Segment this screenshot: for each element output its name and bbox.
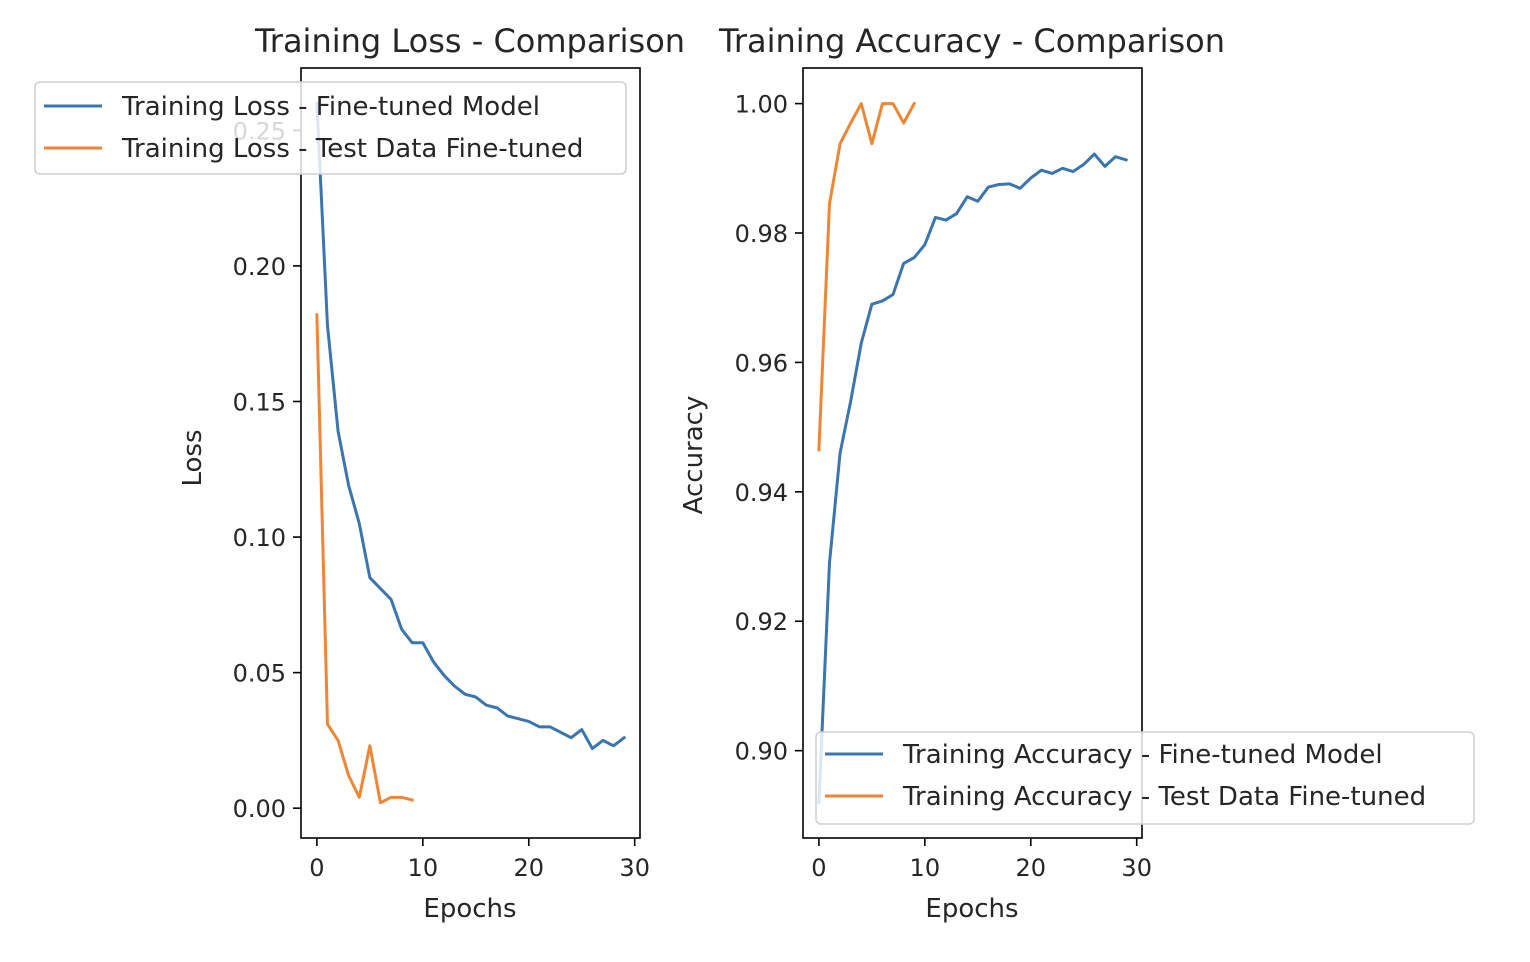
loss-axes-frame	[300, 67, 641, 839]
accuracy-y-axis-label: Accuracy	[679, 396, 709, 515]
loss-x-ticks: 0 10 20 30	[309, 838, 650, 882]
loss-series-line-1	[315, 313, 415, 805]
accuracy-legend-label-1: Training Accuracy - Test Data Fine-tuned	[902, 782, 1426, 812]
loss-y-tick-label: 0.05	[233, 660, 286, 688]
accuracy-legend: Training Accuracy - Fine-tuned Model Tra…	[815, 731, 1475, 825]
accuracy-y-tick-label: 0.90	[735, 738, 788, 766]
accuracy-series-line-0	[817, 152, 1128, 804]
accuracy-chart: Training Accuracy - Comparison 0 10 20 30 0…	[679, 22, 1475, 924]
accuracy-chart-title: Training Accuracy - Comparison	[718, 22, 1225, 60]
accuracy-legend-box	[815, 731, 1475, 825]
accuracy-legend-label-0: Training Accuracy - Fine-tuned Model	[902, 740, 1383, 770]
accuracy-x-axis-label: Epochs	[925, 894, 1018, 924]
loss-chart-title: Training Loss - Comparison	[254, 22, 685, 60]
loss-legend: Training Loss - Fine-tuned Model Trainin…	[34, 81, 627, 175]
loss-y-tick-label: 0.20	[233, 253, 286, 281]
loss-legend-label-0: Training Loss - Fine-tuned Model	[121, 92, 540, 122]
accuracy-y-ticks: 0.90 0.92 0.94 0.96 0.98 1.00	[735, 91, 803, 766]
accuracy-series-line-1	[817, 101, 917, 452]
accuracy-x-tick-label: 0	[811, 854, 826, 882]
accuracy-y-tick-label: 1.00	[735, 91, 788, 119]
loss-y-tick-label: 0.15	[233, 388, 286, 416]
accuracy-x-ticks: 0 10 20 30	[811, 838, 1152, 882]
accuracy-axes-frame	[802, 67, 1143, 839]
accuracy-y-tick-label: 0.94	[735, 479, 788, 507]
accuracy-plot-area	[817, 101, 1128, 804]
loss-legend-box	[34, 81, 627, 175]
loss-y-tick-label: 0.00	[233, 795, 286, 823]
accuracy-x-tick-label: 10	[910, 854, 941, 882]
loss-series-line-0	[315, 101, 627, 751]
accuracy-x-tick-label: 20	[1015, 854, 1046, 882]
accuracy-y-tick-label: 0.92	[735, 608, 788, 636]
loss-x-tick-label: 10	[408, 854, 439, 882]
loss-y-axis-label: Loss	[178, 429, 208, 486]
loss-x-tick-label: 30	[619, 854, 650, 882]
loss-chart: Training Loss - Comparison 0 10 20 30 0.00 0…	[34, 22, 685, 924]
loss-x-tick-label: 0	[309, 854, 324, 882]
accuracy-x-tick-label: 30	[1121, 854, 1152, 882]
loss-legend-label-1: Training Loss - Test Data Fine-tuned	[121, 134, 583, 164]
loss-x-tick-label: 20	[513, 854, 544, 882]
loss-x-axis-label: Epochs	[423, 894, 516, 924]
accuracy-y-tick-label: 0.96	[735, 349, 788, 377]
loss-y-tick-label: 0.10	[233, 524, 286, 552]
loss-plot-area	[315, 101, 627, 805]
accuracy-y-tick-label: 0.98	[735, 220, 788, 248]
